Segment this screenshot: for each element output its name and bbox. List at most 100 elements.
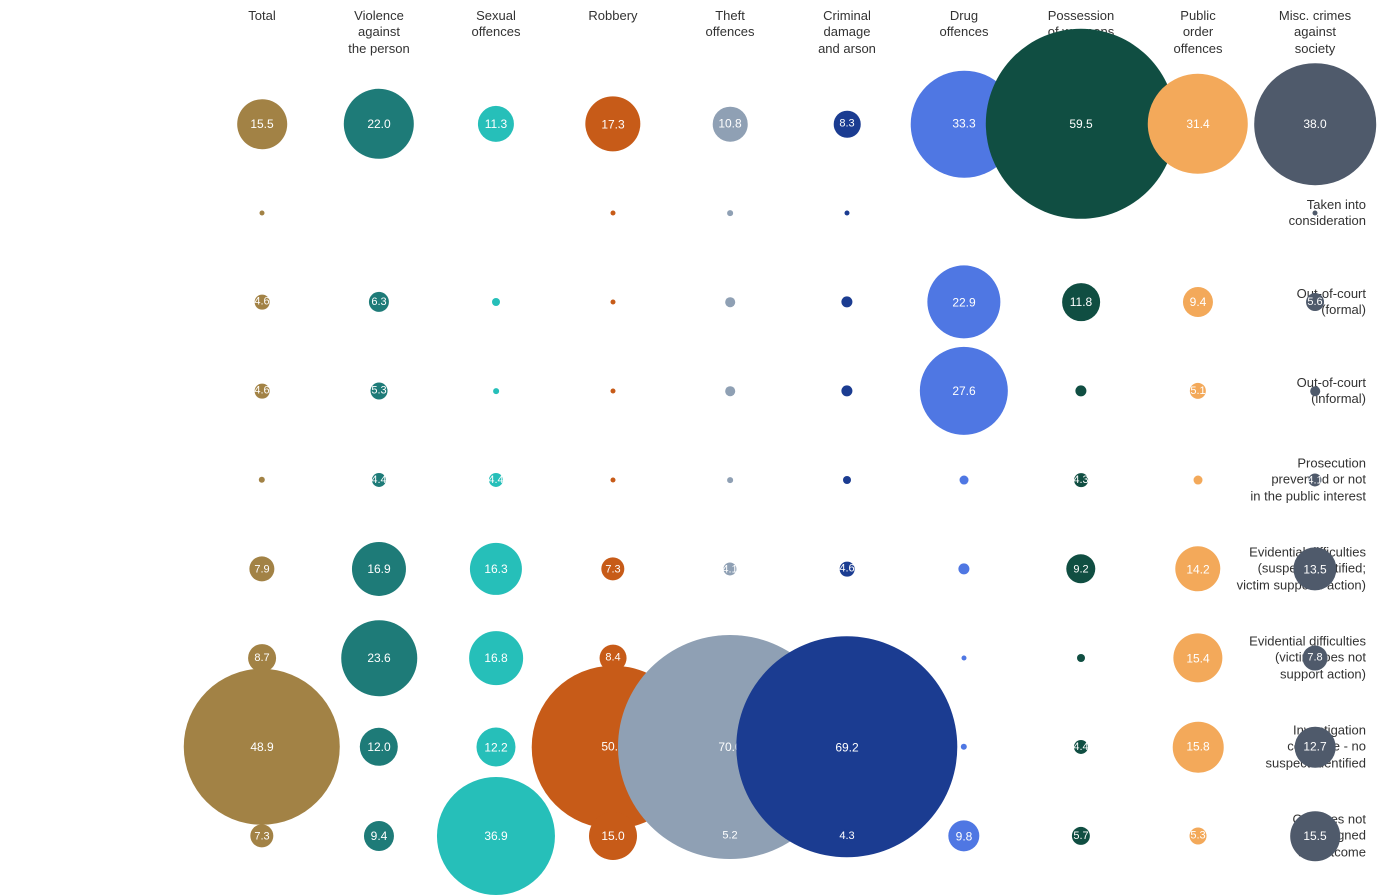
bubble-value: 4.6 — [839, 563, 854, 575]
bubble-value: 22.0 — [367, 117, 390, 131]
bubble — [611, 478, 616, 483]
bubble-value: 5.1 — [1190, 385, 1205, 397]
bubble: 11.3 — [478, 106, 514, 142]
bubble-value: 5.2 — [722, 830, 737, 842]
bubble — [1310, 386, 1320, 396]
bubble — [260, 211, 265, 216]
bubble: 15.5 — [1290, 811, 1340, 861]
bubble: 15.5 — [237, 99, 287, 149]
bubble: 4.1 — [1308, 473, 1321, 486]
bubble: 7.3 — [250, 824, 273, 847]
bubble: 5.7 — [1072, 827, 1090, 845]
bubble — [493, 388, 499, 394]
bubble-value: 12.2 — [484, 740, 507, 754]
bubble: 4.4 — [1074, 740, 1088, 754]
bubble-value: 5.3 — [371, 385, 386, 397]
bubble — [958, 563, 969, 574]
bubble: 5.2 — [722, 828, 739, 845]
bubble: 12.2 — [476, 727, 515, 766]
bubble: 8.3 — [834, 111, 861, 138]
column-header: Criminaldamageand arson — [789, 8, 906, 70]
bubble-value: 4.4 — [371, 474, 386, 486]
bubble-value: 11.8 — [1070, 295, 1092, 309]
bubble: 4.4 — [372, 473, 386, 487]
bubble — [1075, 385, 1086, 396]
column-header: Robbery — [555, 8, 672, 70]
bubble — [1194, 476, 1203, 485]
bubble: 8.7 — [248, 644, 276, 672]
bubble: 4.3 — [840, 829, 854, 843]
bubble-value: 15.5 — [1303, 829, 1326, 843]
bubble — [962, 656, 967, 661]
bubble: 5.3 — [1190, 828, 1207, 845]
bubble-value: 8.3 — [839, 118, 854, 130]
row-label: Taken intoconsideration — [1161, 197, 1384, 230]
bubble-value: 33.3 — [952, 117, 975, 131]
column-header: Misc. crimesagainstsociety — [1257, 8, 1374, 70]
bubble: 4.4 — [489, 473, 503, 487]
bubble-value: 5.7 — [1073, 830, 1088, 842]
bubble-value: 17.3 — [601, 117, 624, 131]
bubble-value: 15.5 — [250, 117, 273, 131]
bubble-value: 59.5 — [1069, 117, 1092, 131]
bubble: 48.9 — [184, 669, 340, 825]
column-header: Theftoffences — [672, 8, 789, 70]
bubble: 7.8 — [1303, 646, 1328, 671]
bubble — [725, 297, 735, 307]
bubble-value: 7.3 — [605, 563, 620, 575]
bubble-value: 4.4 — [488, 474, 503, 486]
bubble-value: 48.9 — [250, 740, 273, 754]
bubble: 36.9 — [437, 777, 555, 895]
bubble: 23.6 — [341, 620, 417, 696]
bubble-value: 15.8 — [1186, 740, 1209, 754]
bubble — [841, 385, 852, 396]
bubble: 5.6 — [1306, 293, 1324, 311]
bubble-value: 36.9 — [484, 829, 507, 843]
bubble: 22.9 — [927, 265, 1000, 338]
bubble: 17.3 — [585, 96, 640, 151]
bubble-value: 5.6 — [1307, 296, 1322, 308]
bubble-value: 4.3 — [839, 830, 854, 842]
bubble-value: 12.0 — [367, 740, 390, 754]
bubble — [725, 386, 735, 396]
bubble-value: 4.4 — [1073, 741, 1088, 753]
bubble — [259, 477, 265, 483]
bubble — [845, 211, 850, 216]
bubble-value: 31.4 — [1186, 117, 1209, 131]
bubble-value: 12.7 — [1303, 740, 1326, 754]
bubble — [1077, 654, 1085, 662]
bubble: 4.3 — [1074, 473, 1088, 487]
bubble-value: 15.4 — [1186, 651, 1209, 665]
bubble: 5.1 — [1190, 383, 1206, 399]
bubble: 6.3 — [369, 292, 389, 312]
bubble-value: 16.9 — [367, 562, 390, 576]
bubble-value: 7.9 — [254, 563, 269, 575]
bubble: 16.3 — [470, 543, 522, 595]
bubble: 7.9 — [249, 556, 274, 581]
bubble-value: 4.1 — [1307, 474, 1322, 486]
bubble-matrix-chart: TotalViolenceagainstthe personSexualoffe… — [0, 0, 1384, 857]
bubble — [492, 298, 500, 306]
bubble — [611, 300, 616, 305]
bubble: 22.0 — [344, 89, 414, 159]
bubble: 9.8 — [948, 820, 979, 851]
bubble — [960, 476, 969, 485]
bubble-value: 8.7 — [254, 652, 269, 664]
bubble-value: 10.8 — [718, 117, 741, 131]
bubble-value: 4.6 — [254, 296, 269, 308]
bubble-value: 7.3 — [254, 830, 269, 842]
bubble: 16.8 — [469, 631, 523, 685]
bubble — [727, 210, 733, 216]
bubble: 4.6 — [255, 295, 270, 310]
bubble-value: 9.4 — [1190, 295, 1207, 309]
bubble: 69.2 — [736, 636, 957, 857]
bubble — [841, 296, 852, 307]
bubble-value: 27.6 — [952, 384, 975, 398]
bubble: 27.6 — [920, 347, 1008, 435]
bubble — [611, 211, 616, 216]
bubble — [843, 476, 851, 484]
bubble-value: 9.8 — [956, 829, 973, 843]
bubble-value: 15.0 — [601, 829, 624, 843]
bubble: 4.6 — [255, 384, 270, 399]
column-header: Total — [204, 8, 321, 70]
